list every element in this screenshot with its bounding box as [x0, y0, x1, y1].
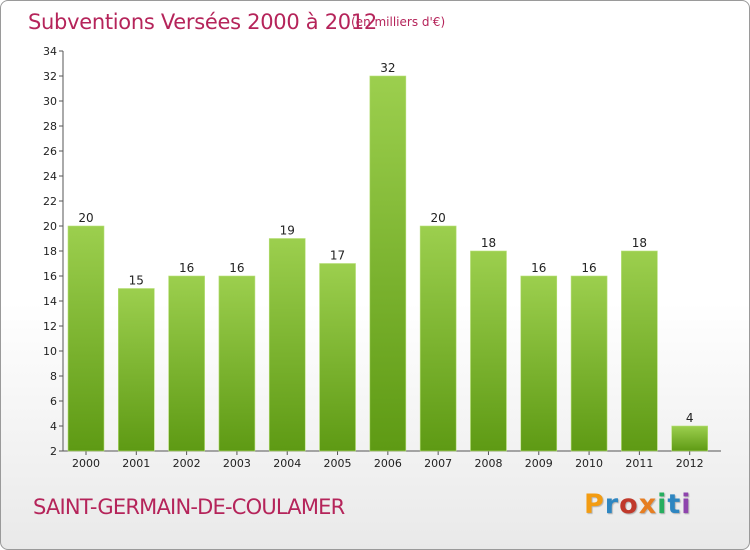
y-tick-label: 14: [43, 295, 57, 308]
commune-name: SAINT-GERMAIN-DE-COULAMER: [33, 495, 345, 519]
value-label-2007: 20: [431, 211, 446, 225]
x-tick-label: 2003: [223, 457, 251, 470]
y-tick-label: 32: [43, 70, 57, 83]
value-label-2006: 32: [380, 61, 395, 75]
bar-2004: [268, 238, 306, 452]
y-tick-label: 26: [43, 145, 57, 158]
y-tick-label: 16: [43, 270, 57, 283]
bar-2001: [118, 288, 155, 452]
bar-2008: [470, 250, 507, 452]
bar-2009: [520, 275, 558, 452]
brand-letter: t: [667, 489, 682, 520]
y-tick-label: 22: [43, 195, 57, 208]
bar-2005: [319, 263, 356, 452]
brand-letter: i: [657, 489, 668, 520]
brand-letter: i: [681, 489, 692, 520]
bars: [67, 75, 708, 452]
x-tick-label: 2008: [474, 457, 502, 470]
bar-2003: [218, 275, 256, 452]
x-tick-label: 2005: [324, 457, 352, 470]
bar-2012: [671, 425, 708, 452]
chart-title: Subventions Versées 2000 à 2012: [28, 10, 377, 34]
bar-2002: [168, 275, 205, 452]
value-label-2011: 18: [632, 236, 647, 250]
brand-letter: x: [638, 489, 658, 520]
x-tick-label: 2004: [273, 457, 301, 470]
bar-2010: [570, 275, 608, 452]
y-tick-label: 12: [43, 320, 57, 333]
value-label-2001: 15: [129, 274, 144, 288]
bar-2006: [369, 75, 407, 452]
y-tick-label: 10: [43, 345, 57, 358]
brand-letter: r: [604, 489, 620, 520]
x-tick-label: 2001: [122, 457, 150, 470]
x-tick-label: 2006: [374, 457, 402, 470]
value-label-2002: 16: [179, 261, 194, 275]
value-label-2005: 17: [330, 249, 345, 263]
value-label-2012: 4: [686, 411, 694, 425]
y-tick-label: 28: [43, 120, 57, 133]
brand-letter: P: [584, 489, 605, 520]
y-tick-label: 8: [50, 370, 57, 383]
bar-2000: [67, 225, 105, 452]
x-tick-label: 2002: [173, 457, 201, 470]
value-label-2009: 16: [531, 261, 546, 275]
value-label-2010: 16: [581, 261, 596, 275]
x-tick-label: 2010: [575, 457, 603, 470]
y-tick-label: 24: [43, 170, 57, 183]
y-tick-label: 4: [50, 420, 57, 433]
brand-logo: Proxiti: [584, 489, 692, 520]
value-label-2008: 18: [481, 236, 496, 250]
x-tick-label: 2009: [525, 457, 553, 470]
labels: 2468101214161820222426283032342000202001…: [43, 45, 704, 470]
x-tick-label: 2012: [676, 457, 704, 470]
value-label-2000: 20: [78, 211, 93, 225]
bar-2011: [621, 250, 658, 452]
value-label-2004: 19: [280, 224, 295, 238]
x-tick-label: 2000: [72, 457, 100, 470]
y-tick-label: 34: [43, 45, 57, 58]
y-tick-label: 20: [43, 220, 57, 233]
brand-letter: o: [619, 489, 639, 520]
y-tick-label: 30: [43, 95, 57, 108]
value-label-2003: 16: [229, 261, 244, 275]
chart-subtitle: (en milliers d'€): [351, 15, 446, 29]
y-tick-label: 18: [43, 245, 57, 258]
x-tick-label: 2011: [625, 457, 653, 470]
y-tick-label: 6: [50, 395, 57, 408]
x-tick-label: 2007: [424, 457, 452, 470]
y-tick-label: 2: [50, 445, 57, 458]
bar-2007: [419, 225, 457, 452]
